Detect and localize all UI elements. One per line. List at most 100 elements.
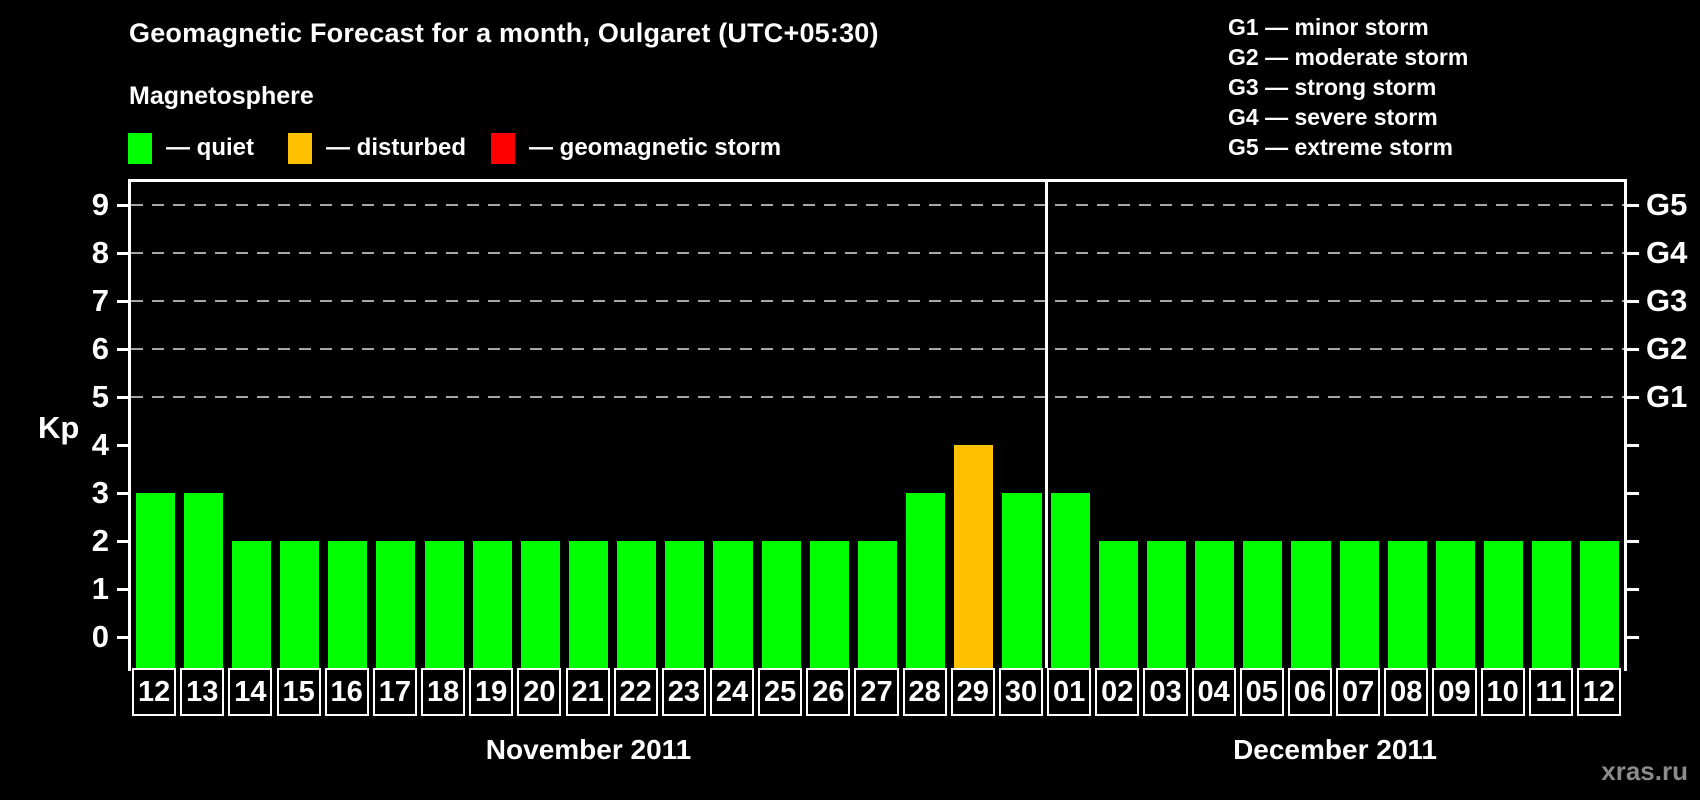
- date-box-19: 19: [469, 668, 514, 716]
- legend-item-disturbed: — disturbed: [287, 131, 467, 165]
- date-box-28: 28: [902, 668, 947, 716]
- y-tick-label: 5: [91, 379, 109, 414]
- quiet-color-swatch: [127, 131, 153, 165]
- storm-scale-g4: G4 — severe storm: [1228, 104, 1438, 130]
- storm-scale-legend: G1 — minor storm G2 — moderate storm G3 …: [1228, 12, 1468, 162]
- y-axis-title: Kp: [38, 410, 80, 445]
- storm-scale-g3: G3 — strong storm: [1228, 74, 1437, 100]
- y-tick-label: 3: [91, 475, 109, 510]
- g-scale-label-g5: G5: [1646, 187, 1688, 222]
- kp-bar-27: [857, 541, 898, 668]
- plot-frame: [128, 179, 1627, 671]
- legend-label: — disturbed: [326, 134, 467, 161]
- kp-bar-06: [1291, 541, 1331, 668]
- kp-bar-20: [520, 541, 560, 668]
- date-box-15: 15: [276, 668, 321, 716]
- date-box-12: 12: [1576, 668, 1621, 716]
- kp-bar-10: [1484, 541, 1524, 668]
- y-tick-right: [1627, 588, 1639, 591]
- month-label: November 2011: [485, 734, 692, 765]
- kp-bar-16: [328, 541, 368, 668]
- date-box-17: 17: [372, 668, 417, 716]
- kp-bar-19: [472, 541, 512, 668]
- kp-bar-11: [1532, 541, 1572, 668]
- g-scale-label-g1: G1: [1646, 379, 1688, 414]
- chart-title: Geomagnetic Forecast for a month, Oulgar…: [129, 18, 879, 48]
- legend-label: — quiet: [166, 134, 254, 161]
- date-box-16: 16: [324, 668, 369, 716]
- y-tick-right: [1627, 540, 1639, 543]
- g-scale-label-g3: G3: [1646, 283, 1688, 318]
- disturbed-color-swatch: [287, 131, 313, 165]
- watermark: xras.ru: [1601, 756, 1688, 786]
- date-box-09: 09: [1432, 668, 1477, 716]
- date-box-26: 26: [806, 668, 851, 716]
- y-tick-left: [117, 588, 129, 591]
- legend-label: — geomagnetic storm: [529, 134, 782, 161]
- legend-item-quiet: — quiet: [127, 131, 254, 165]
- y-tick-right: [1627, 396, 1639, 399]
- y-tick-label: 1: [91, 571, 109, 606]
- month-divider-line: [1044, 182, 1048, 668]
- date-box-08: 08: [1384, 668, 1429, 716]
- y-tick-right: [1627, 492, 1639, 495]
- kp-bar-12: [1580, 541, 1620, 668]
- date-box-13: 13: [180, 668, 225, 716]
- y-tick-label: 7: [91, 283, 109, 318]
- gridline-kp7: [131, 300, 1624, 302]
- magnetosphere-label: Magnetosphere: [129, 82, 314, 110]
- y-tick-right: [1627, 444, 1639, 447]
- kp-bar-17: [376, 541, 416, 668]
- storm-scale-g5: G5 — extreme storm: [1228, 134, 1453, 160]
- date-box-23: 23: [661, 668, 706, 716]
- date-box-05: 05: [1239, 668, 1284, 716]
- y-tick-left: [117, 204, 129, 207]
- kp-bar-22: [617, 541, 657, 668]
- kp-bar-26: [809, 541, 849, 668]
- y-tick-label: 4: [91, 427, 109, 462]
- date-box-18: 18: [421, 668, 466, 716]
- kp-bar-18: [424, 541, 464, 668]
- gridline-kp5: [131, 396, 1624, 398]
- date-box-21: 21: [565, 668, 610, 716]
- date-box-06: 06: [1287, 668, 1333, 716]
- g-scale-label-g2: G2: [1646, 331, 1688, 366]
- date-box-14: 14: [228, 668, 273, 716]
- y-tick-right: [1627, 204, 1639, 207]
- date-box-30: 30: [998, 668, 1044, 716]
- month-label: December 2011: [1233, 734, 1437, 765]
- y-tick-right: [1627, 300, 1639, 303]
- date-box-24: 24: [709, 668, 755, 716]
- storm-color-swatch: [490, 131, 516, 165]
- y-tick-left: [117, 636, 129, 639]
- kp-bar-12: [135, 493, 175, 668]
- kp-bar-23: [665, 541, 705, 668]
- date-box-20: 20: [517, 668, 562, 716]
- y-tick-label: 8: [91, 235, 109, 270]
- y-tick-label: 6: [91, 331, 109, 366]
- y-tick-right: [1627, 636, 1639, 639]
- kp-bar-08: [1387, 541, 1427, 668]
- gridline-kp9: [131, 204, 1624, 206]
- y-tick-right: [1627, 348, 1639, 351]
- date-box-10: 10: [1480, 668, 1525, 716]
- y-tick-label: 2: [91, 523, 109, 558]
- gridline-kp6: [131, 348, 1624, 350]
- kp-bar-15: [280, 541, 320, 668]
- kp-bar-04: [1195, 541, 1235, 668]
- date-box-27: 27: [854, 668, 899, 716]
- y-tick-left: [117, 492, 129, 495]
- kp-bar-21: [569, 541, 609, 668]
- y-tick-left: [117, 444, 129, 447]
- kp-bar-28: [906, 493, 946, 668]
- y-tick-left: [117, 348, 129, 351]
- y-tick-left: [117, 540, 129, 543]
- y-tick-left: [117, 396, 129, 399]
- storm-scale-g1: G1 — minor storm: [1228, 14, 1429, 40]
- kp-bar-29: [954, 445, 994, 668]
- kp-bar-01: [1050, 493, 1090, 668]
- y-tick-left: [117, 252, 129, 255]
- kp-bar-13: [183, 493, 223, 668]
